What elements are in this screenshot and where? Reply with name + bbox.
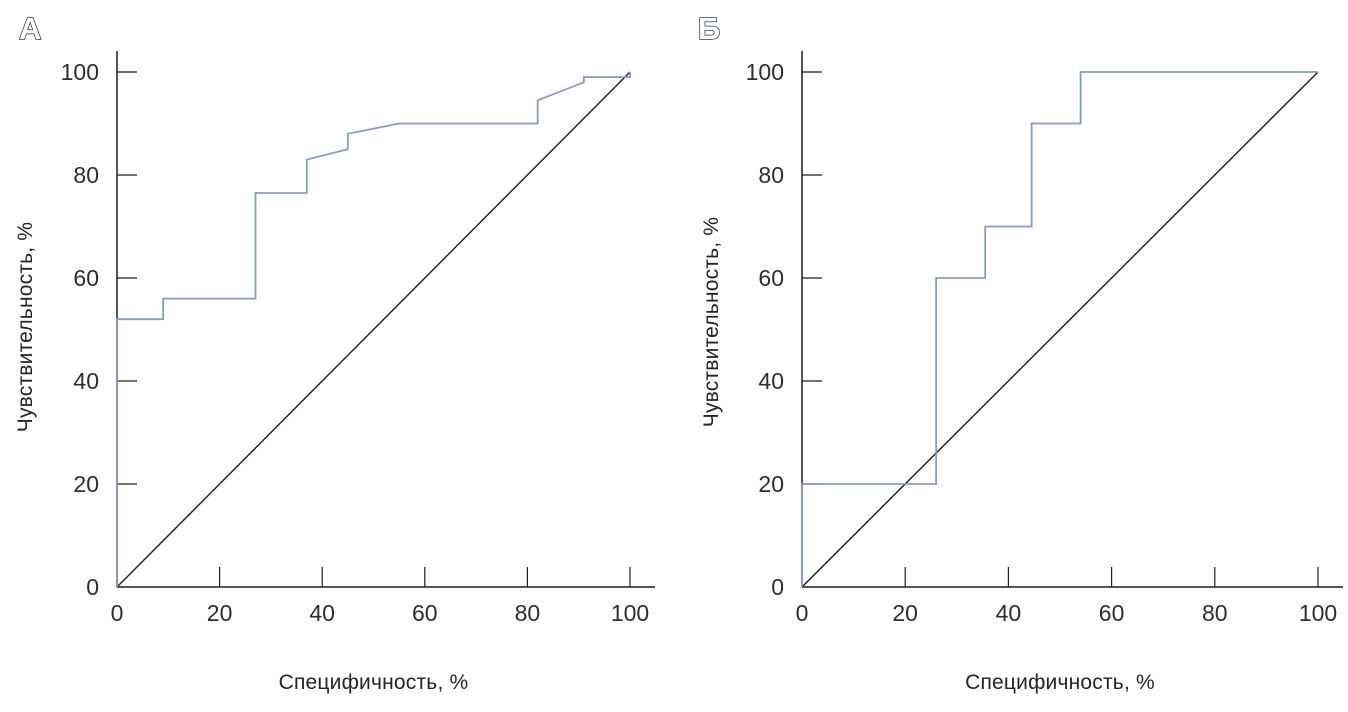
x-tick-label: 60 (412, 600, 438, 626)
x-tick-label: 0 (111, 600, 124, 626)
panel-label-b-text: Б (698, 11, 720, 46)
panel-label-b: Б (697, 10, 721, 47)
x-tick-label: 20 (892, 600, 918, 626)
y-axis-title-b: Чувствительность, % (700, 216, 723, 428)
y-tick-label: 60 (73, 265, 99, 291)
roc-curve (801, 71, 1318, 587)
x-axis-title-b: Специфичность, % (965, 671, 1155, 694)
x-tick-label: 60 (1099, 600, 1125, 626)
x-tick-label: 80 (1202, 600, 1228, 626)
x-tick-label: 0 (796, 600, 809, 626)
x-tick-label: 100 (611, 600, 649, 626)
roc-chart-a: 0 20 40 60 80 100 0 20 40 60 80 100 (61, 51, 655, 626)
y-tick-label: 60 (758, 265, 784, 291)
y-tick-label: 80 (758, 162, 784, 188)
y-tick-label: 100 (746, 59, 784, 85)
y-tick-label: 80 (73, 162, 99, 188)
x-tick-label: 80 (515, 600, 541, 626)
roc-curve (116, 72, 631, 587)
x-tick-label: 20 (207, 600, 233, 626)
roc-chart-b: 0 20 40 60 80 100 0 20 40 60 80 100 (746, 51, 1343, 626)
x-tick-label: 40 (996, 600, 1022, 626)
y-tick-label: 0 (771, 574, 784, 600)
reference-diagonal (801, 71, 1319, 588)
x-tick-label: 40 (309, 600, 335, 626)
x-tick-label: 100 (1299, 600, 1337, 626)
y-tick-label: 0 (86, 574, 99, 600)
panel-label-a-text: А (19, 11, 41, 46)
y-tick-label: 100 (61, 59, 99, 85)
y-tick-label: 20 (73, 471, 99, 497)
y-axis-title-a: Чувствительность, % (14, 221, 37, 433)
y-tick-label: 40 (73, 368, 99, 394)
reference-diagonal (116, 71, 631, 588)
x-axis-title-a: Специфичность, % (278, 671, 469, 694)
panel-label-a: А (18, 10, 42, 47)
y-tick-label: 40 (758, 368, 784, 394)
y-tick-label: 20 (758, 471, 784, 497)
